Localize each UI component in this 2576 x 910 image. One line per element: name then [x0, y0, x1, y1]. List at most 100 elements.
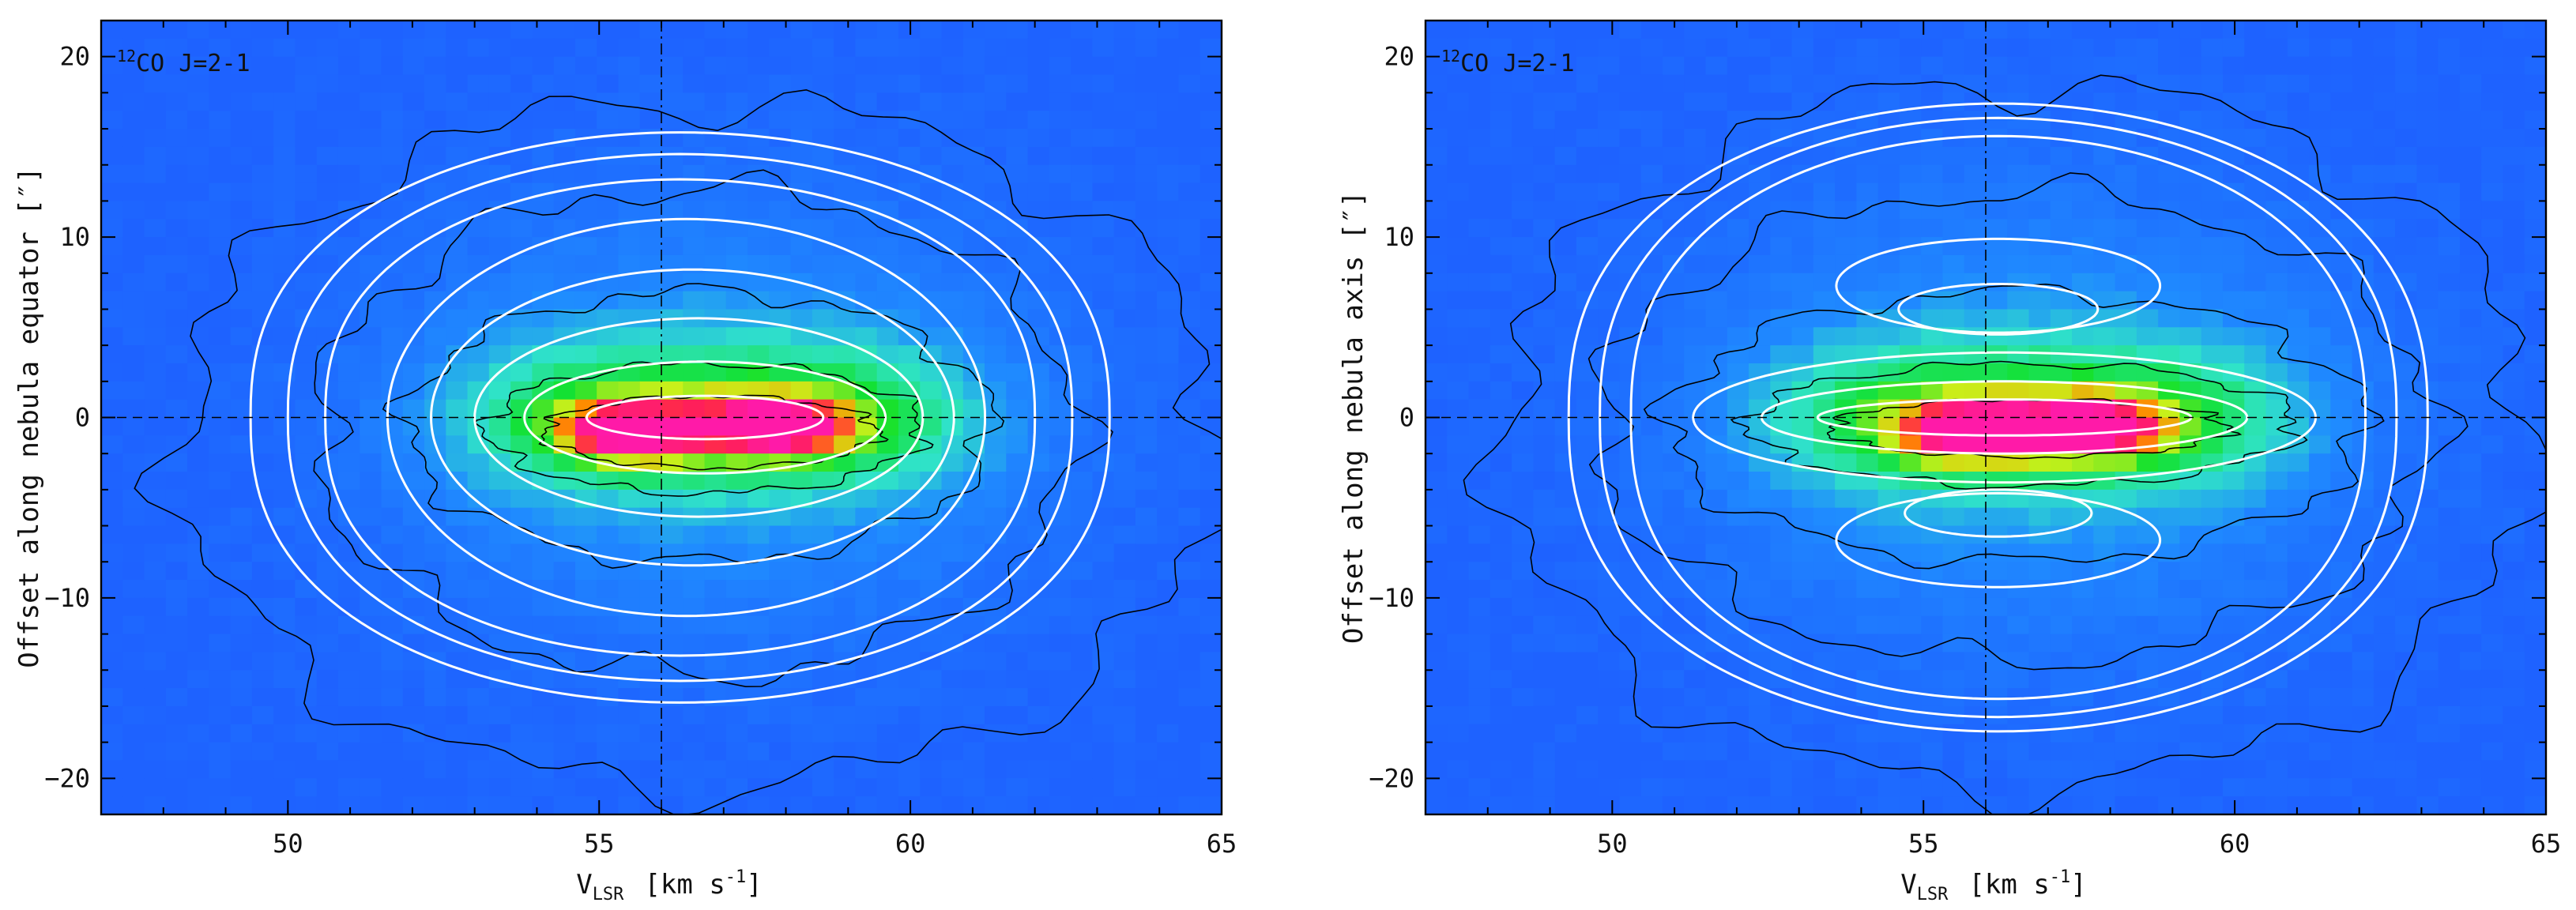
heatmap-cell [1178, 164, 1201, 184]
heatmap-cell [2050, 21, 2073, 39]
heatmap-cell [1447, 363, 1470, 382]
heatmap-cell [1619, 182, 1642, 202]
heatmap-cell [1135, 760, 1158, 779]
heatmap-cell [2072, 670, 2094, 689]
heatmap-cell [769, 291, 792, 310]
heatmap-cell [1877, 129, 1900, 148]
heatmap-cell [1662, 489, 1685, 509]
heatmap-cell [769, 489, 792, 509]
heatmap-cell [1006, 291, 1029, 310]
heatmap-cell [1027, 796, 1050, 814]
heatmap-cell [1157, 615, 1180, 635]
heatmap-cell [295, 381, 318, 400]
heatmap-cell [1705, 129, 1728, 148]
heatmap-cell [1705, 742, 1728, 761]
heatmap-cell [1199, 453, 1222, 472]
heatmap-cell [1749, 254, 1771, 274]
heatmap-cell [2007, 507, 2030, 527]
heatmap-cell [1640, 254, 1663, 274]
heatmap-cell [769, 345, 792, 364]
heatmap-cell [122, 760, 145, 779]
heatmap-cell [273, 111, 296, 130]
heatmap-cell [1684, 273, 1707, 292]
heatmap-cell [1199, 381, 1222, 400]
heatmap-cell [597, 796, 620, 814]
heatmap-cell [532, 705, 555, 725]
heatmap-cell [1071, 381, 1093, 400]
heatmap-cell [488, 345, 511, 364]
heatmap-cell [1835, 182, 1857, 202]
heatmap-cell [1512, 688, 1534, 707]
heatmap-cell [467, 219, 490, 238]
heatmap-cell [1986, 309, 2008, 328]
heatmap-cell [1113, 724, 1136, 743]
heatmap-cell [1964, 597, 1987, 617]
heatmap-cell [2028, 670, 2051, 689]
heatmap-cell [1468, 164, 1491, 184]
heatmap-cell [2093, 21, 2116, 39]
heatmap-cell [488, 146, 511, 166]
heatmap-cell [381, 472, 404, 491]
heatmap-cell [1576, 363, 1599, 382]
heatmap-cell [1049, 453, 1071, 472]
heatmap-cell [574, 291, 597, 310]
heatmap-cell [1705, 363, 1728, 382]
heatmap-cell [510, 634, 533, 653]
heatmap-cell [2438, 472, 2461, 491]
heatmap-cell [1113, 273, 1136, 292]
heatmap-cell [316, 182, 339, 202]
heatmap-cell [144, 778, 167, 797]
heatmap-cell [1447, 237, 1470, 256]
heatmap-cell [1489, 363, 1512, 382]
heatmap-cell [1092, 543, 1115, 562]
heatmap-cell [316, 201, 339, 220]
heatmap-cell [446, 562, 469, 581]
heatmap-cell [1447, 597, 1470, 617]
heatmap-cell [725, 472, 748, 491]
heatmap-cell [467, 580, 490, 599]
heatmap-cell [639, 435, 662, 454]
heatmap-cell [1899, 778, 1922, 797]
heatmap-cell [1199, 21, 1222, 39]
heatmap-cell [2373, 597, 2396, 617]
heatmap-cell [597, 92, 620, 111]
heatmap-cell [1027, 435, 1050, 454]
heatmap-cell [467, 363, 490, 382]
heatmap-cell [1640, 562, 1663, 581]
heatmap-cell [2373, 796, 2396, 814]
heatmap-cell [337, 399, 360, 419]
heatmap-cell [834, 129, 857, 148]
heatmap-cell [1640, 597, 1663, 617]
heatmap-cell [639, 201, 662, 220]
heatmap-cell [316, 129, 339, 148]
heatmap-cell [187, 597, 209, 617]
heatmap-cell [2287, 453, 2310, 472]
heatmap-cell [1727, 21, 1749, 39]
heatmap-cell [1113, 615, 1136, 635]
heatmap-cell [337, 129, 360, 148]
heatmap-cell [446, 688, 469, 707]
heatmap-cell [1135, 201, 1158, 220]
heatmap-cell [424, 670, 446, 689]
heatmap-cell [230, 417, 253, 436]
heatmap-cell [2395, 92, 2417, 111]
heatmap-cell [2459, 634, 2482, 653]
heatmap-cell [360, 56, 382, 76]
heatmap-cell [1576, 543, 1599, 562]
heatmap-cell [2459, 705, 2482, 725]
heatmap-cell [1468, 21, 1491, 39]
heatmap-cell [1877, 634, 1900, 653]
heatmap-cell [1049, 219, 1071, 238]
heatmap-cell [2352, 760, 2375, 779]
heatmap-cell [1447, 670, 1470, 689]
heatmap-cell [769, 111, 792, 130]
heatmap-cell [1468, 254, 1491, 274]
heatmap-cell [834, 254, 857, 274]
heatmap-cell [467, 201, 490, 220]
heatmap-cell [985, 38, 1007, 58]
heatmap-cell [683, 38, 706, 58]
heatmap-cell [1705, 56, 1728, 76]
heatmap-cell [1006, 435, 1029, 454]
heatmap-cell [898, 580, 921, 599]
heatmap-cell [812, 327, 834, 346]
